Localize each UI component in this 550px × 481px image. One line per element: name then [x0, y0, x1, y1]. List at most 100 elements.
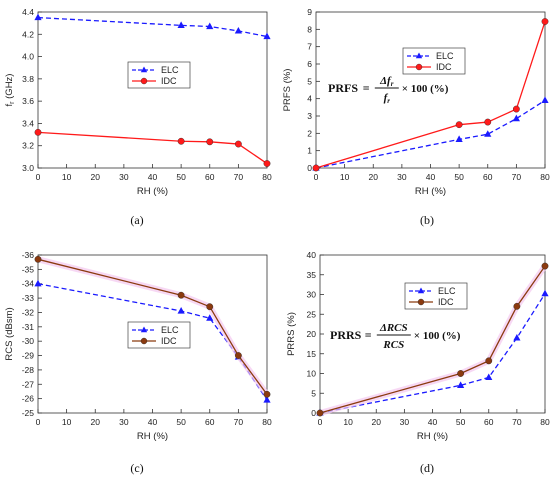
formula-lhs: PRFS: [328, 81, 358, 95]
y-tick-label: 2: [307, 128, 312, 138]
data-point: [512, 114, 520, 122]
y-tick-label: 4: [307, 94, 312, 104]
x-tick-label: 0: [36, 172, 41, 182]
y-tick-label: 3.2: [22, 141, 34, 151]
y-axis-label: PRRS (%): [286, 312, 297, 356]
x-tick-label: 50: [176, 172, 186, 182]
legend-marker: [415, 52, 423, 59]
y-tick-label: -34: [22, 279, 35, 289]
x-tick-label: 10: [340, 172, 350, 182]
legend-marker: [415, 63, 423, 71]
y-tick-label: 9: [307, 7, 312, 17]
panel-label: (a): [130, 213, 143, 227]
y-tick-label: 4.2: [22, 29, 34, 39]
x-axis-label: RH (%): [137, 186, 168, 197]
y-tick-label: 30: [307, 290, 317, 300]
x-tick-label: 80: [540, 172, 550, 182]
data-point: [484, 118, 492, 126]
chart-panel-a: 0 10 20 30 40 50 60 70 80 3.0 3.2 3.4 3.6 3.8 4.0 4.2 4.…: [4, 7, 272, 227]
x-tick-label: 10: [62, 417, 72, 427]
data-point: [263, 390, 271, 398]
data-point: [206, 314, 214, 321]
data-point: [457, 381, 465, 388]
x-tick-label: 60: [205, 417, 215, 427]
formula-equals: =: [365, 328, 372, 342]
formula-denominator-main: RCS: [382, 339, 404, 351]
formula-denominator: fr: [384, 92, 391, 105]
chart-panel-d: 0 10 20 30 40 50 60 70 80 0 5 10 15 20 25 30 35 40 RH (%) P…: [286, 250, 550, 475]
x-tick-label: 40: [428, 417, 438, 427]
chart-panel-c: 0 10 20 30 40 50 60 70 80 -25 -26 -27 -28 -29 -30 -31 -3…: [4, 250, 272, 475]
formula-denominator-sub: r: [387, 97, 390, 105]
legend-marker: [140, 337, 148, 345]
x-axis-label: RH (%): [417, 431, 448, 442]
data-point: [485, 373, 493, 381]
y-axis-label-unit: (GHz): [4, 74, 15, 102]
series-elc: [316, 289, 549, 416]
data-point: [34, 255, 42, 263]
y-tick-label: -33: [22, 293, 35, 303]
y-tick-label: -36: [22, 250, 35, 260]
x-axis-label: RH (%): [415, 186, 446, 197]
data-point: [206, 22, 214, 30]
x-tick-label: 80: [540, 417, 550, 427]
series-line: [37, 131, 268, 165]
series-idc: [34, 128, 271, 167]
data-point: [455, 121, 463, 129]
data-point: [263, 32, 271, 40]
x-tick-label: 20: [372, 417, 382, 427]
x-tick-label: 70: [234, 417, 244, 427]
data-point: [263, 160, 271, 167]
x-tick-label: 40: [148, 417, 158, 427]
data-point: [316, 409, 324, 417]
data-point: [512, 105, 520, 113]
legend-label: IDC: [161, 76, 177, 86]
x-tick-label: 20: [369, 172, 379, 182]
formula-numerator-main: ΔRCS: [379, 322, 408, 334]
formula-denominator-main: f: [384, 92, 389, 104]
y-tick-label: 35: [307, 270, 317, 280]
x-tick-label: 60: [484, 417, 494, 427]
data-point: [485, 357, 493, 365]
data-point: [234, 352, 242, 359]
data-point: [234, 140, 242, 148]
data-point: [513, 302, 521, 310]
data-point: [206, 303, 214, 311]
formula-numerator: ΔRCS: [379, 322, 408, 334]
y-tick-label: 6: [307, 59, 312, 69]
panel-label: (b): [420, 213, 434, 227]
panel-label: (c): [130, 461, 143, 475]
y-tick-label: -26: [22, 394, 35, 404]
x-tick-label: 30: [119, 172, 129, 182]
legend-label: IDC: [436, 62, 452, 72]
y-axis-label: PRFS (%): [282, 69, 293, 112]
y-tick-label: -35: [22, 264, 35, 274]
data-point: [177, 137, 185, 145]
y-tick-label: 15: [307, 349, 317, 359]
series-idc: [312, 18, 549, 172]
y-tick-label: -31: [22, 322, 35, 332]
y-tick-label: 4.4: [22, 7, 34, 17]
x-tick-label: 60: [483, 172, 493, 182]
y-tick-label: -27: [22, 379, 35, 389]
x-tick-label: 30: [400, 417, 410, 427]
data-point: [34, 128, 42, 136]
formula-numerator-sub: r: [391, 80, 394, 88]
series-idc: [316, 262, 549, 417]
data-point: [34, 279, 42, 287]
data-point: [206, 138, 214, 146]
x-tick-label: 10: [62, 172, 72, 182]
x-tick-label: 50: [176, 417, 186, 427]
y-tick-label: 5: [307, 76, 312, 86]
data-point: [263, 396, 271, 403]
legend-label: IDC: [161, 336, 177, 346]
formula-numerator-main: Δf: [379, 75, 392, 87]
y-tick-label: 40: [307, 250, 317, 260]
y-axis-label-sub: r: [9, 101, 16, 104]
y-tick-label: -30: [22, 336, 35, 346]
x-tick-label: 40: [426, 172, 436, 182]
x-tick-label: 30: [397, 172, 407, 182]
